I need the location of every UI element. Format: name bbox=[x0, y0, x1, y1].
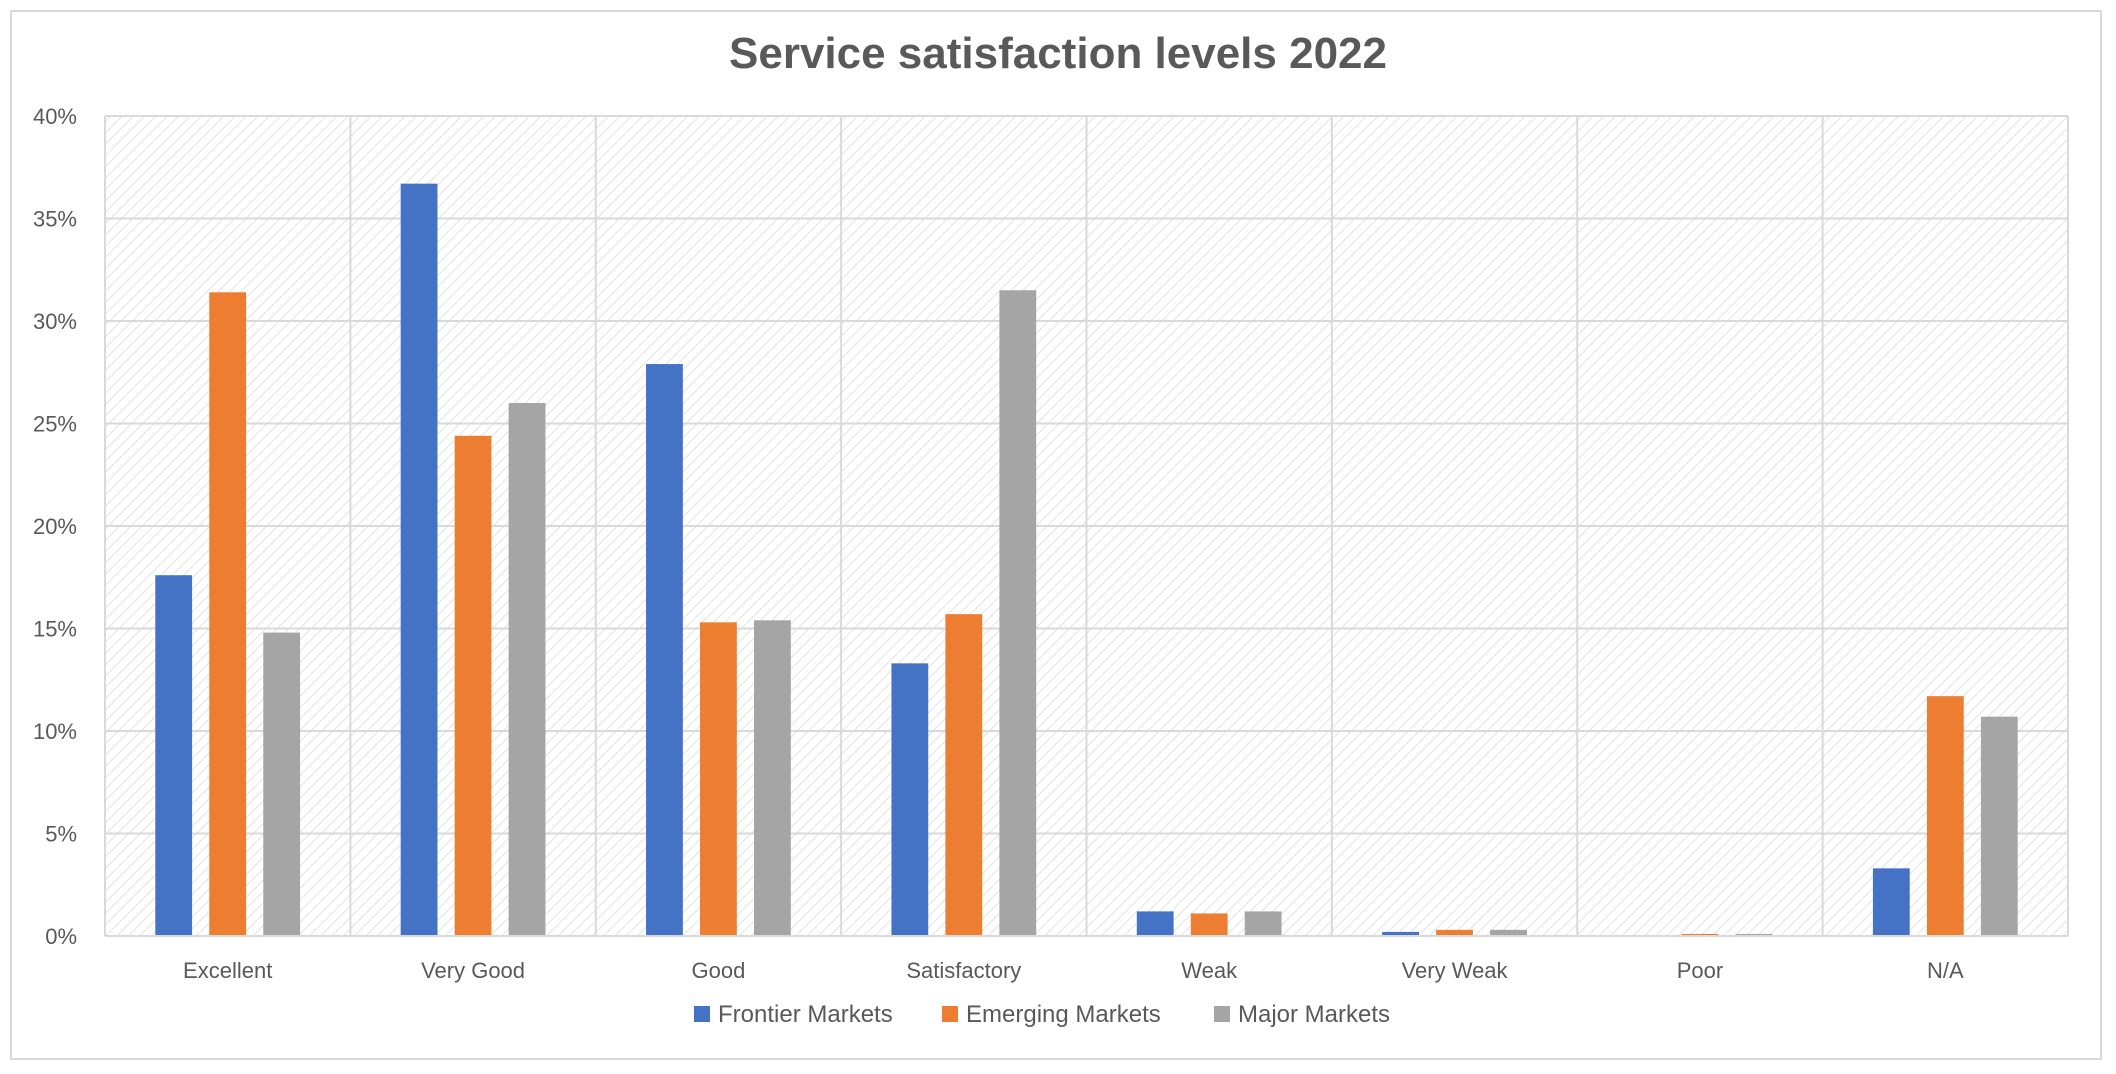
x-tick-label: Poor bbox=[1677, 958, 1723, 983]
bars bbox=[155, 183, 2018, 936]
y-tick-label: 40% bbox=[33, 104, 77, 129]
bar-frontier-markets-weak bbox=[1136, 911, 1174, 936]
bar-emerging-markets-poor bbox=[1681, 933, 1719, 936]
bar-major-markets-very-weak bbox=[1490, 929, 1527, 936]
legend-swatch bbox=[942, 1006, 958, 1022]
bar-frontier-markets-very-weak bbox=[1382, 931, 1419, 936]
bar-emerging-markets-good bbox=[700, 622, 737, 936]
bar-emerging-markets-very-good bbox=[454, 435, 492, 936]
legend-swatch bbox=[1214, 1006, 1230, 1022]
axes: 0% 5% 10% 15% 20% 25% 30% 35% 40% Excellent Very G… bbox=[33, 104, 2068, 983]
chart-title: Service satisfaction levels 2022 bbox=[729, 29, 1387, 78]
bar-frontier-markets-excellent bbox=[155, 575, 193, 936]
legend-label: Frontier Markets bbox=[718, 1001, 893, 1028]
x-tick-label: N/A bbox=[1927, 958, 1964, 983]
y-tick-label: 35% bbox=[33, 207, 77, 232]
x-tick-label: Very Good bbox=[421, 958, 525, 983]
bar-frontier-markets-n-a bbox=[1872, 868, 1910, 936]
legend-swatch bbox=[694, 1006, 710, 1022]
x-tick-label: Excellent bbox=[183, 958, 272, 983]
bar-frontier-markets-satisfactory bbox=[891, 663, 929, 936]
bar-frontier-markets-good bbox=[646, 364, 683, 936]
x-tick-label: Weak bbox=[1181, 958, 1238, 983]
y-tick-label: 20% bbox=[33, 514, 77, 539]
y-tick-label: 0% bbox=[45, 924, 77, 949]
y-tick-label: 10% bbox=[33, 719, 77, 744]
legend-label: Major Markets bbox=[1238, 1001, 1390, 1028]
y-tick-label: 5% bbox=[45, 822, 77, 847]
y-tick-label: 30% bbox=[33, 309, 77, 334]
bar-major-markets-poor bbox=[1735, 933, 1773, 936]
bar-emerging-markets-weak bbox=[1190, 913, 1228, 936]
bar-frontier-markets-very-good bbox=[400, 183, 438, 936]
bar-major-markets-good bbox=[754, 620, 791, 936]
x-tick-label: Satisfactory bbox=[906, 958, 1021, 983]
x-tick-label: Very Weak bbox=[1402, 958, 1509, 983]
y-tick-label: 15% bbox=[33, 617, 77, 642]
bar-emerging-markets-excellent bbox=[209, 292, 247, 936]
x-tick-label: Good bbox=[692, 958, 746, 983]
bar-emerging-markets-n-a bbox=[1926, 696, 1964, 936]
legend: Frontier Markets Emerging Markets Major Ma… bbox=[694, 1001, 1390, 1028]
bar-major-markets-weak bbox=[1244, 911, 1282, 936]
bar-major-markets-excellent bbox=[263, 632, 301, 936]
bar-major-markets-n-a bbox=[1980, 716, 2018, 936]
bar-major-markets-very-good bbox=[508, 403, 546, 936]
legend-label: Emerging Markets bbox=[966, 1001, 1161, 1028]
y-tick-label: 25% bbox=[33, 412, 77, 437]
bar-emerging-markets-satisfactory bbox=[945, 614, 983, 936]
bar-emerging-markets-very-weak bbox=[1436, 929, 1473, 936]
bar-major-markets-satisfactory bbox=[999, 290, 1037, 936]
